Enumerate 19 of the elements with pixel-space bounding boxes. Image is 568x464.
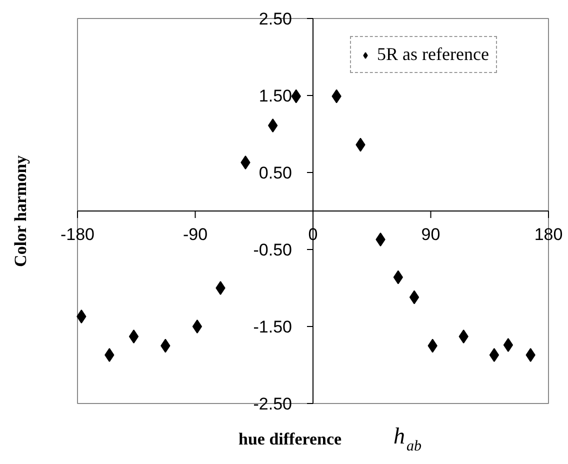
y-tick-label: 1.50 — [258, 86, 292, 106]
point — [216, 281, 226, 295]
y-tick-label: -2.50 — [253, 394, 292, 414]
point — [503, 338, 514, 352]
y-axis-title: Color harmony — [11, 154, 30, 267]
x-tick-label: -180 — [60, 225, 95, 244]
x-tick-label: 90 — [421, 225, 440, 244]
point — [128, 330, 139, 344]
legend-label: 5R as reference — [377, 44, 489, 65]
y-tick-label: 2.50 — [258, 10, 292, 28]
point — [409, 290, 420, 304]
y-tick-label: -0.50 — [253, 240, 292, 260]
y-tick-label: -1.50 — [253, 318, 292, 336]
x-tick-label: 180 — [534, 225, 563, 244]
point — [192, 320, 202, 334]
point — [393, 270, 404, 284]
y-tick-label: 0.50 — [258, 164, 292, 182]
point — [489, 348, 500, 362]
x-tick-label: -90 — [182, 225, 208, 244]
